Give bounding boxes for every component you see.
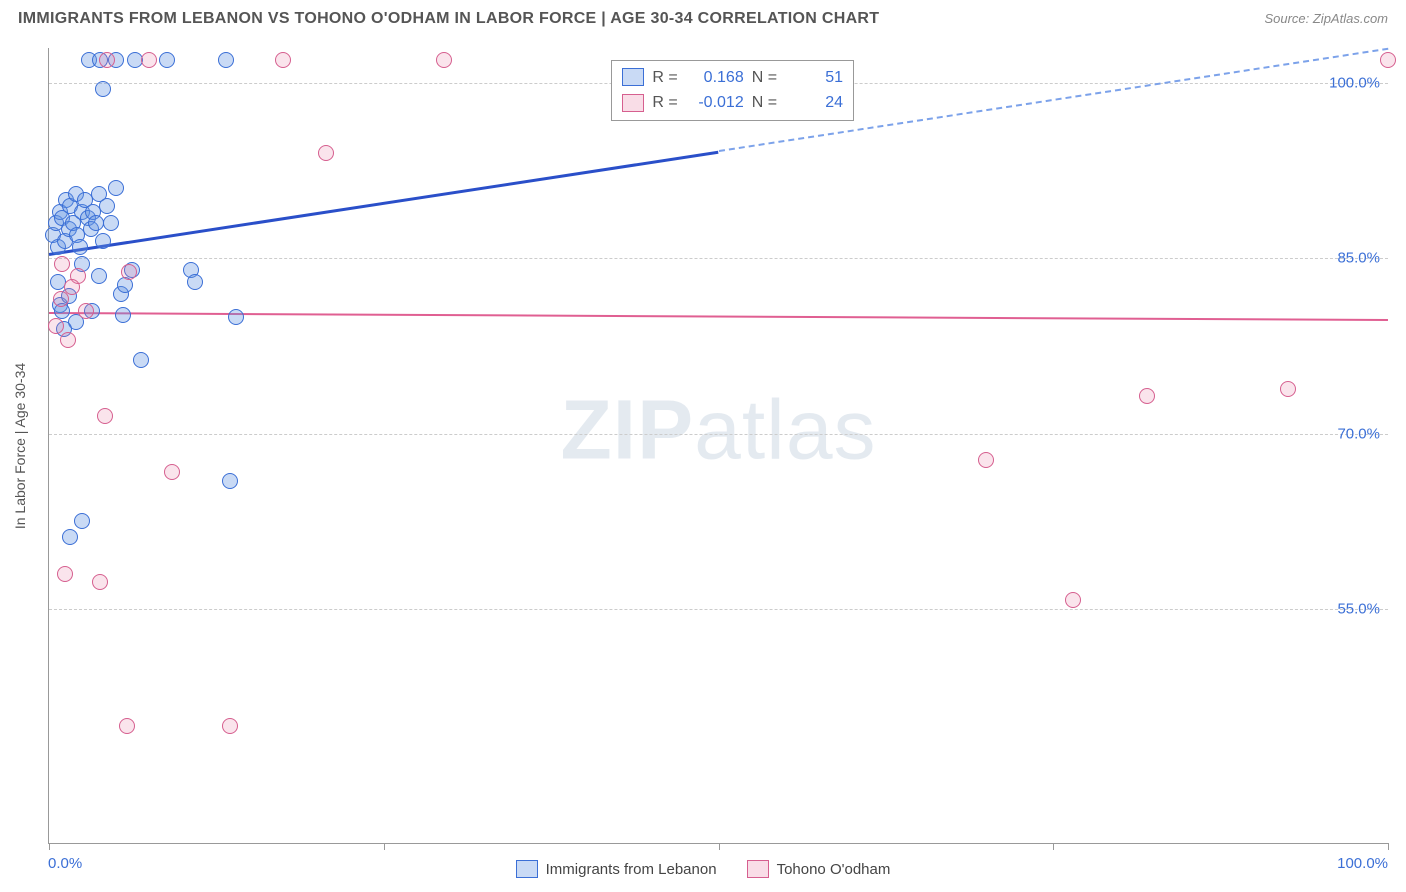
- data-point: [275, 52, 291, 68]
- data-point: [57, 566, 73, 582]
- data-point: [978, 452, 994, 468]
- data-point: [48, 318, 64, 334]
- source-attribution: Source: ZipAtlas.com: [1264, 11, 1388, 26]
- legend-label: Tohono O'odham: [777, 861, 891, 878]
- y-axis-label: In Labor Force | Age 30-34: [12, 363, 28, 529]
- y-tick-label: 55.0%: [1337, 601, 1380, 618]
- watermark: ZIPatlas: [560, 381, 876, 478]
- data-point: [62, 529, 78, 545]
- stat-label: R =: [652, 90, 677, 116]
- legend-label: Immigrants from Lebanon: [546, 861, 717, 878]
- legend-item: Tohono O'odham: [747, 860, 891, 878]
- legend: Immigrants from Lebanon Tohono O'odham: [0, 860, 1406, 878]
- legend-swatch: [516, 860, 538, 878]
- data-point: [103, 215, 119, 231]
- gridline-h: [49, 609, 1388, 610]
- stats-row: R = 0.168 N = 51: [622, 65, 843, 91]
- correlation-stats-box: R = 0.168 N = 51 R = -0.012 N = 24: [611, 60, 854, 121]
- n-value: 51: [785, 65, 843, 91]
- data-point: [436, 52, 452, 68]
- stat-label: N =: [752, 65, 777, 91]
- watermark-light: atlas: [694, 382, 876, 476]
- data-point: [95, 233, 111, 249]
- data-point: [1065, 592, 1081, 608]
- data-point: [60, 332, 76, 348]
- x-tick-mark: [719, 843, 720, 850]
- data-point: [141, 52, 157, 68]
- stat-label: N =: [752, 90, 777, 116]
- y-tick-label: 100.0%: [1329, 75, 1380, 92]
- data-point: [99, 52, 115, 68]
- r-value: 0.168: [686, 65, 744, 91]
- chart-area: ZIPatlas 100.0% 85.0% 70.0% 55.0% R = 0.168 N …: [48, 48, 1388, 844]
- series-swatch: [622, 94, 644, 112]
- x-tick-mark: [1388, 843, 1389, 850]
- data-point: [95, 81, 111, 97]
- watermark-bold: ZIP: [560, 382, 694, 476]
- trend-line: [49, 150, 719, 255]
- data-point: [228, 309, 244, 325]
- data-point: [115, 307, 131, 323]
- stat-label: R =: [652, 65, 677, 91]
- plot-region: ZIPatlas 100.0% 85.0% 70.0% 55.0% R = 0.168 N …: [48, 48, 1388, 844]
- data-point: [159, 52, 175, 68]
- y-tick-label: 85.0%: [1337, 250, 1380, 267]
- data-point: [78, 303, 94, 319]
- data-point: [54, 256, 70, 272]
- data-point: [108, 180, 124, 196]
- data-point: [133, 352, 149, 368]
- data-point: [92, 574, 108, 590]
- data-point: [222, 718, 238, 734]
- chart-title: IMMIGRANTS FROM LEBANON VS TOHONO O'ODHA…: [18, 10, 879, 28]
- data-point: [97, 408, 113, 424]
- data-point: [88, 215, 104, 231]
- trend-line: [49, 312, 1388, 321]
- stats-row: R = -0.012 N = 24: [622, 90, 843, 116]
- data-point: [127, 52, 143, 68]
- data-point: [318, 145, 334, 161]
- data-point: [121, 264, 137, 280]
- data-point: [222, 473, 238, 489]
- x-tick-mark: [49, 843, 50, 850]
- data-point: [53, 291, 69, 307]
- data-point: [72, 239, 88, 255]
- gridline-h: [49, 258, 1388, 259]
- data-point: [99, 198, 115, 214]
- data-point: [164, 464, 180, 480]
- n-value: 24: [785, 90, 843, 116]
- data-point: [64, 279, 80, 295]
- chart-header: IMMIGRANTS FROM LEBANON VS TOHONO O'ODHA…: [0, 0, 1406, 34]
- data-point: [91, 268, 107, 284]
- series-swatch: [622, 68, 644, 86]
- data-point: [1380, 52, 1396, 68]
- x-tick-mark: [1053, 843, 1054, 850]
- data-point: [119, 718, 135, 734]
- legend-item: Immigrants from Lebanon: [516, 860, 717, 878]
- y-tick-label: 70.0%: [1337, 425, 1380, 442]
- data-point: [218, 52, 234, 68]
- gridline-h: [49, 434, 1388, 435]
- data-point: [1280, 381, 1296, 397]
- data-point: [187, 274, 203, 290]
- x-tick-mark: [384, 843, 385, 850]
- r-value: -0.012: [686, 90, 744, 116]
- legend-swatch: [747, 860, 769, 878]
- data-point: [74, 513, 90, 529]
- data-point: [1139, 388, 1155, 404]
